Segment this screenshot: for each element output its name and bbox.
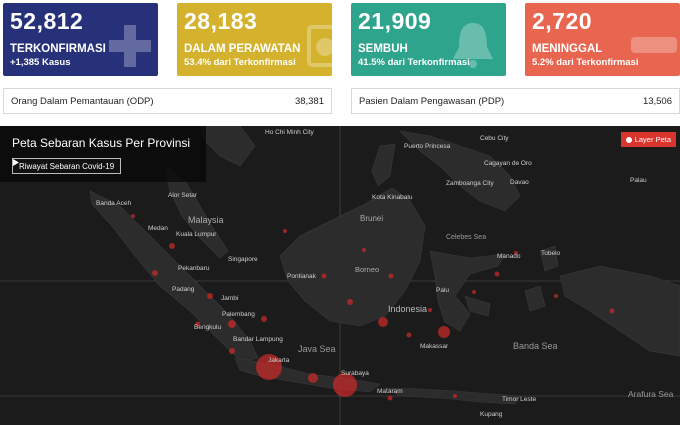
label-manado: Manado	[497, 253, 521, 260]
deaths-percent: 5.2% dari Terkonfirmasi	[532, 57, 639, 68]
label-kota-kinabalu: Kota Kinabalu	[372, 194, 413, 201]
label-surabaya: Surabaya	[341, 370, 369, 377]
label-puerto-princesa: Puerto Princesa	[404, 143, 451, 150]
treated-label: DALAM PERAWATAN	[184, 43, 301, 55]
layer-icon	[625, 136, 632, 143]
map-title-panel: Peta Sebaran Kasus Per Provinsi Riwayat …	[0, 126, 206, 182]
label-bandar-lampung: Bandar Lampung	[233, 336, 283, 343]
label-indonesia: Indonesia	[388, 304, 427, 314]
label-palembang: Palembang	[222, 311, 255, 318]
label-zamboanga: Zamboanga City	[446, 180, 494, 187]
label-borneo: Borneo	[355, 265, 379, 274]
pdp-label: Pasien Dalam Pengawasan (PDP)	[359, 95, 505, 107]
label-davao: Davao	[510, 179, 529, 186]
label-alor-setar: Alor Setar	[168, 192, 198, 199]
confirmed-label: TERKONFIRMASI	[10, 43, 106, 55]
plus-icon	[109, 25, 151, 67]
odp-value: 38,381	[294, 95, 324, 107]
recovered-card: 21,909 SEMBUH 41.5% dari Terkonfirmasi	[351, 3, 506, 76]
label-ho-chi-minh: Ho Chi Minh City	[265, 129, 315, 136]
history-button-label: Riwayat Sebaran Covid-19	[19, 161, 115, 171]
treated-card: 28,183 DALAM PERAWATAN 53.4% dari Terkon…	[177, 3, 332, 76]
layer-button[interactable]: Layer Peta	[620, 132, 676, 147]
label-java-sea: Java Sea	[298, 344, 336, 354]
layer-button-label: Layer Peta	[634, 135, 671, 144]
map-title: Peta Sebaran Kasus Per Provinsi	[12, 136, 191, 150]
label-pekanbaru: Pekanbaru	[178, 265, 210, 272]
label-palu: Palu	[436, 287, 449, 294]
confirmed-card: 52,812 TERKONFIRMASI +1,385 Kasus	[3, 3, 158, 76]
label-banda-sea: Banda Sea	[513, 341, 558, 351]
label-jambi: Jambi	[221, 295, 238, 302]
label-banda-aceh: Banda Aceh	[96, 200, 131, 207]
bell-icon	[453, 23, 493, 68]
label-mataram: Mataram	[377, 388, 403, 395]
odp-stat: Orang Dalam Pemantauan (ODP) 38,381	[3, 88, 332, 114]
label-cagayan: Cagayan de Oro	[484, 160, 532, 167]
label-tobelo: Tobelo	[541, 250, 561, 257]
recovered-label: SEMBUH	[358, 43, 408, 55]
label-jakarta: Jakarta	[268, 357, 290, 364]
minus-icon	[631, 37, 677, 53]
map-canvas[interactable]: Ho Chi Minh City Puerto Princesa Cebu Ci…	[0, 126, 680, 425]
deaths-label: MENINGGAL	[532, 43, 603, 55]
label-palau: Palau	[630, 177, 647, 184]
label-arafura-sea: Arafura Sea	[628, 389, 674, 399]
confirmed-count: 52,812	[10, 8, 84, 34]
history-button[interactable]: Riwayat Sebaran Covid-19	[12, 158, 122, 174]
label-kuala-lumpur: Kuala Lumpur	[176, 231, 217, 238]
label-padang: Padang	[172, 286, 195, 293]
pdp-value: 13,506	[642, 95, 672, 107]
treated-count: 28,183	[184, 8, 258, 34]
label-malaysia: Malaysia	[188, 215, 224, 225]
recovered-percent: 41.5% dari Terkonfirmasi	[358, 57, 470, 68]
label-celebes-sea: Celebes Sea	[446, 234, 486, 241]
odp-label: Orang Dalam Pemantauan (ODP)	[11, 95, 154, 107]
label-timor-leste: Timor Leste	[502, 396, 536, 403]
label-kupang: Kupang	[480, 411, 503, 418]
deaths-card: 2,720 MENINGGAL 5.2% dari Terkonfirmasi	[525, 3, 680, 76]
label-pontianak: Pontianak	[287, 273, 317, 280]
label-makassar: Makassar	[420, 343, 449, 350]
label-brunei: Brunei	[360, 214, 383, 223]
pdp-stat: Pasien Dalam Pengawasan (PDP) 13,506	[351, 88, 680, 114]
play-icon	[13, 159, 19, 166]
hospital-icon	[307, 25, 332, 67]
label-cebu: Cebu City	[480, 135, 509, 142]
label-bengkulu: Bengkulu	[194, 324, 221, 331]
treated-percent: 53.4% dari Terkonfirmasi	[184, 57, 296, 68]
deaths-count: 2,720	[532, 8, 593, 34]
confirmed-delta: +1,385 Kasus	[10, 57, 71, 68]
case-map[interactable]: Ho Chi Minh City Puerto Princesa Cebu Ci…	[0, 126, 680, 425]
label-singapore: Singapore	[228, 256, 258, 263]
label-medan: Medan	[148, 225, 168, 232]
recovered-count: 21,909	[358, 8, 432, 34]
